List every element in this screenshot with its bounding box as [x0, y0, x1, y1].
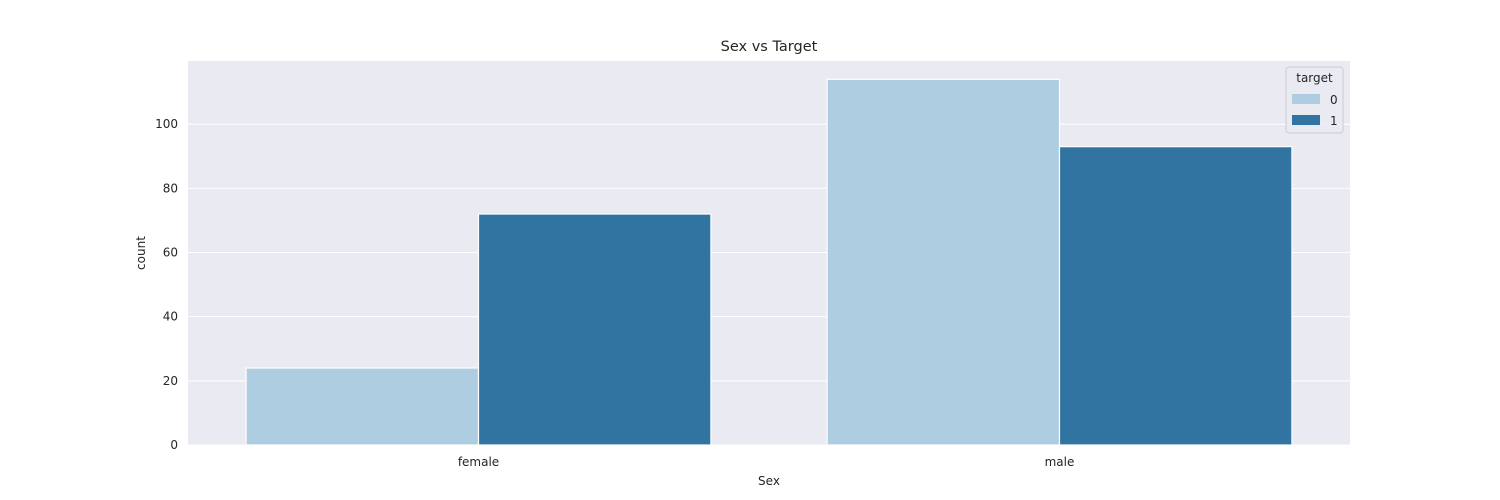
x-axis-ticks: female male: [458, 455, 1075, 469]
bar-male-target-0: [826, 78, 1061, 446]
bar-male-target-1: [1058, 146, 1293, 446]
y-tick-label: 80: [163, 181, 178, 195]
y-tick-label: 40: [163, 310, 178, 324]
legend-title: target: [1296, 71, 1333, 85]
bars: [245, 78, 1293, 446]
y-axis-label: count: [134, 236, 148, 270]
bar-female-target-0: [245, 367, 480, 446]
y-tick-label: 60: [163, 246, 178, 260]
y-tick-label: 20: [163, 374, 178, 388]
legend-swatch-target-0: [1292, 94, 1320, 104]
x-axis-label: Sex: [758, 474, 780, 488]
chart-title: Sex vs Target: [721, 39, 818, 55]
y-axis-ticks: 0 20 40 60 80 100: [155, 117, 178, 452]
y-tick-label: 0: [170, 438, 178, 452]
legend: target 0 1: [1285, 66, 1344, 134]
legend-label-target-0: 0: [1330, 93, 1338, 107]
y-tick-label: 100: [155, 117, 178, 131]
bar-female-target-1: [477, 213, 712, 446]
legend-swatch-target-1: [1292, 115, 1320, 125]
x-tick-label-male: male: [1045, 455, 1075, 469]
x-tick-label-female: female: [458, 455, 499, 469]
legend-label-target-1: 1: [1330, 114, 1338, 128]
